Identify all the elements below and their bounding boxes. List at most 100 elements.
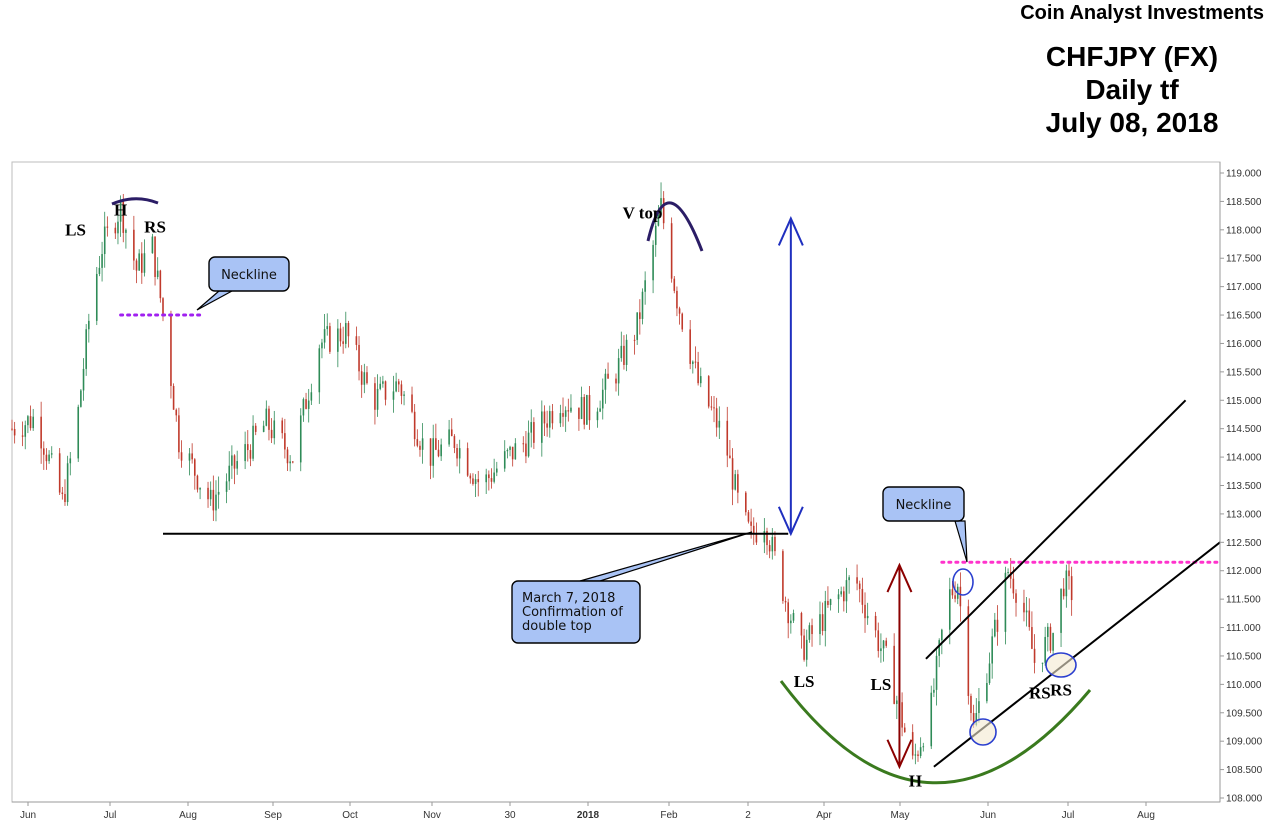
x-tick-label: 2018	[577, 810, 600, 821]
candle-body	[821, 614, 824, 632]
candle-body	[262, 425, 265, 432]
candle-body	[620, 345, 623, 359]
y-tick-label: 113.000	[1226, 509, 1262, 520]
candle-body	[935, 655, 938, 690]
candle-body	[281, 420, 284, 434]
candle-body	[432, 438, 435, 466]
candle-body	[125, 229, 127, 233]
candle-body	[731, 458, 734, 490]
candle-body	[734, 474, 737, 490]
candle-body	[511, 446, 514, 460]
candle-body	[1025, 610, 1028, 613]
candle-body	[1052, 632, 1054, 651]
candle-body	[522, 443, 525, 445]
candle-body	[1012, 578, 1015, 594]
candle-body	[938, 640, 940, 656]
arrow-head-up	[886, 562, 913, 593]
candle-body	[951, 589, 954, 596]
candle-body	[919, 747, 922, 756]
x-tick-label: Aug	[179, 810, 197, 821]
candle-body	[880, 648, 882, 652]
candle-body	[967, 606, 970, 696]
x-tick-label: Oct	[342, 810, 358, 821]
candle-body	[803, 635, 805, 660]
candle-body	[713, 407, 715, 409]
candle-body	[922, 746, 925, 748]
candle-body	[69, 458, 72, 464]
candle-body	[747, 512, 750, 522]
candle-body	[236, 461, 238, 469]
callout-text: March 7, 2018	[522, 591, 615, 606]
x-tick-label: Jun	[20, 810, 36, 821]
candle-body	[755, 534, 758, 543]
candle-body	[774, 536, 776, 552]
candle-body	[933, 689, 935, 693]
candle-body	[337, 328, 339, 352]
x-axis: Jun Jul Aug Sep Oct Nov 30 2018 Feb 2 Apr May Jun Jul…	[20, 802, 1155, 821]
candle-body	[429, 438, 432, 466]
candle-body	[654, 225, 657, 245]
candle-body	[726, 420, 729, 456]
y-axis: 119.000 118.500 118.000 117.500 117.000 116.5…	[1220, 169, 1263, 805]
candle-body	[644, 280, 646, 292]
candle-body	[636, 312, 638, 340]
candle-body	[607, 373, 609, 379]
candle-body	[941, 629, 943, 641]
y-tick-label: 113.500	[1226, 481, 1262, 492]
x-tick-label: Sep	[264, 810, 282, 821]
candle-body	[199, 487, 201, 490]
candle-body	[896, 700, 898, 704]
candle-body	[114, 227, 117, 234]
candle-body	[837, 594, 840, 600]
candle-body	[45, 454, 48, 462]
candle-body	[1065, 570, 1068, 597]
candle-body	[975, 713, 978, 725]
candle-body	[676, 290, 678, 309]
y-tick-label: 115.500	[1226, 367, 1262, 378]
candle-body	[50, 453, 53, 455]
callout-text: double top	[522, 619, 592, 634]
candle-body	[395, 381, 397, 392]
callout-text: Confirmation of	[522, 605, 623, 620]
y-tick-label: 114.000	[1226, 453, 1262, 464]
candle-body	[670, 223, 673, 279]
candle-body	[689, 329, 691, 364]
candles	[11, 182, 1073, 765]
candle-body	[231, 455, 233, 466]
candle-body	[829, 599, 832, 605]
candle-body	[355, 336, 358, 345]
candle-body	[882, 640, 885, 649]
x-tick-label: 2	[745, 810, 751, 821]
candle-body	[323, 329, 326, 343]
candle-body	[495, 468, 498, 473]
candle-body	[509, 446, 511, 450]
candle-body	[307, 400, 310, 409]
candle-body	[156, 270, 159, 277]
candle-body	[745, 492, 747, 513]
candle-body	[416, 439, 419, 446]
candle-body	[193, 459, 196, 476]
candle-body	[302, 399, 305, 416]
candle-body	[617, 358, 620, 384]
candle-body	[1062, 588, 1065, 597]
candle-body	[180, 452, 183, 461]
candle-body	[578, 407, 580, 419]
y-tick-label: 108.500	[1226, 765, 1263, 776]
candle-body	[215, 494, 217, 511]
candle-body	[474, 479, 477, 484]
candle-body	[172, 385, 175, 410]
pattern-label: RS	[144, 218, 166, 237]
candle-body	[101, 254, 103, 268]
candle-body	[541, 411, 543, 443]
callout-text: Neckline	[221, 268, 277, 283]
candle-body	[376, 388, 379, 410]
candle-body	[411, 394, 413, 412]
candle-body	[249, 450, 252, 459]
candle-body	[382, 381, 384, 384]
candle-body	[21, 435, 24, 437]
candle-body	[379, 383, 382, 389]
y-tick-label: 112.000	[1226, 566, 1262, 577]
y-tick-label: 118.000	[1226, 225, 1262, 236]
